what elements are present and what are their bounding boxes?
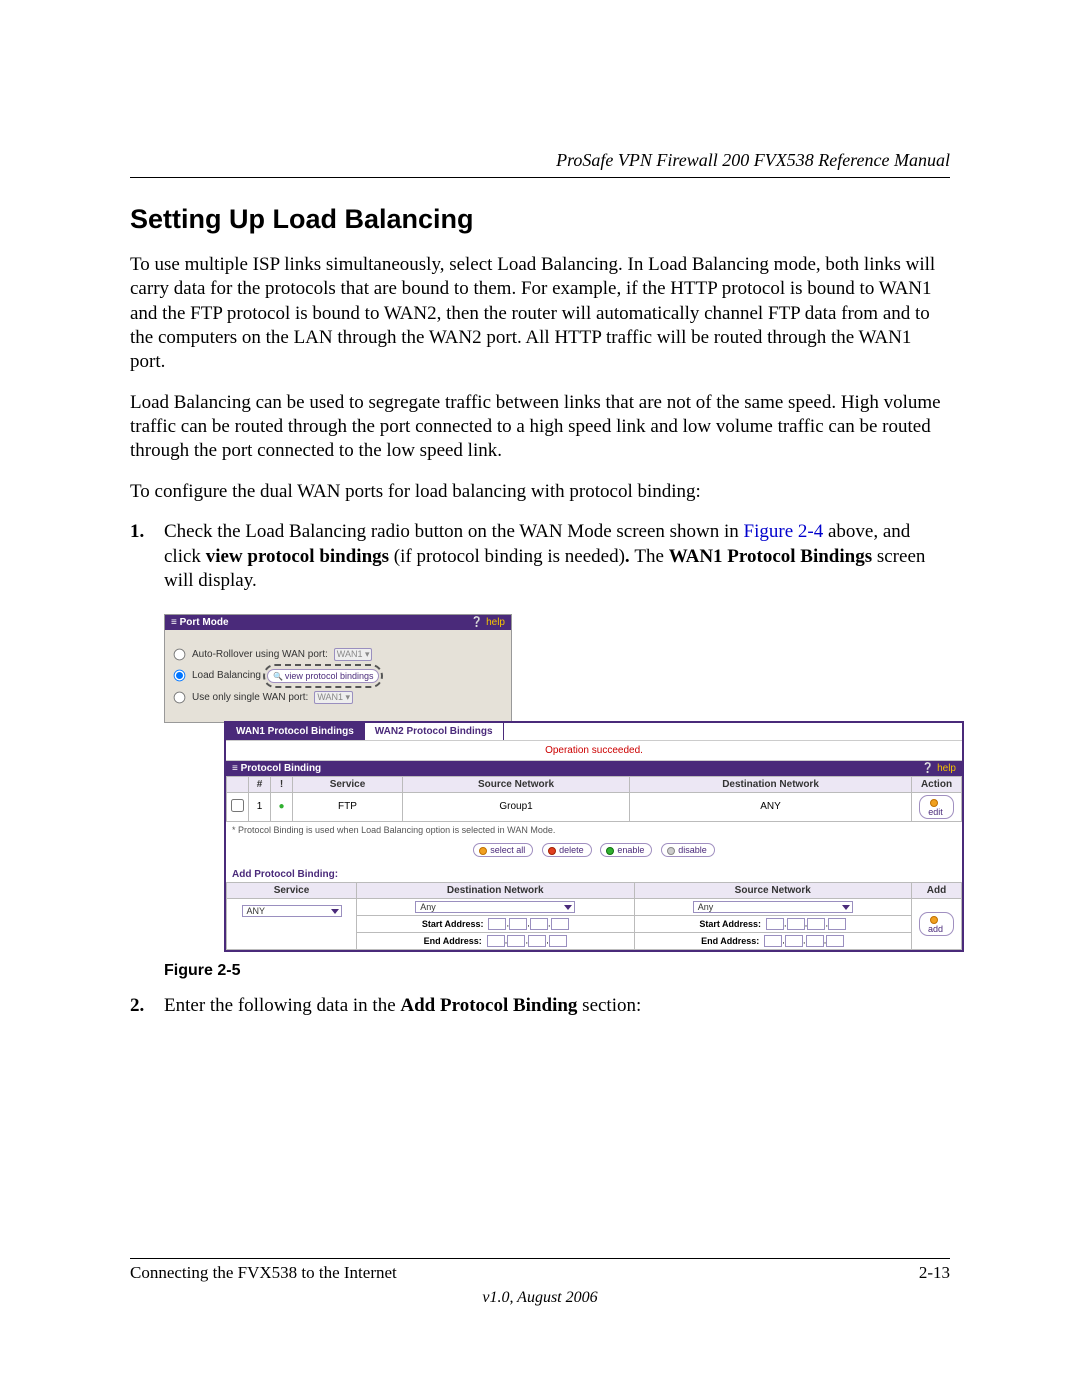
step-2-t1: Enter the following data in the — [164, 995, 400, 1016]
ip-octet[interactable] — [530, 918, 548, 930]
step-2-num: 2. — [130, 994, 144, 1019]
step-1-b3: WAN1 Protocol Bindings — [669, 546, 872, 567]
footer-left: Connecting the FVX538 to the Internet — [130, 1263, 397, 1283]
port-mode-title: ≡ Port Mode — [171, 617, 229, 628]
row-dst: ANY — [630, 792, 912, 821]
col-num: # — [249, 776, 271, 792]
col-service: Service — [293, 776, 403, 792]
binding-note: * Protocol Binding is used when Load Bal… — [226, 822, 962, 838]
ip-octet[interactable] — [807, 918, 825, 930]
enable-button[interactable]: enable — [600, 843, 652, 857]
help-link[interactable]: ❔ help — [471, 617, 505, 628]
step-2-b1: Add Protocol Binding — [400, 995, 577, 1016]
rule-top — [130, 177, 950, 178]
step-1-t3: (if protocol binding is needed) — [389, 546, 625, 567]
src-end-label: End Address: — [701, 936, 761, 946]
tab-wan2-bindings[interactable]: WAN2 Protocol Bindings — [365, 723, 504, 740]
ip-octet[interactable] — [785, 935, 803, 947]
ip-octet[interactable] — [507, 935, 525, 947]
status-message: Operation succeeded. — [226, 740, 962, 761]
col-action: Action — [912, 776, 962, 792]
dst-end-label: End Address: — [424, 936, 484, 946]
help-link-2[interactable]: ❔ help — [922, 763, 956, 774]
wan-select-2[interactable]: WAN1 ▾ — [314, 691, 353, 704]
rule-bottom — [130, 1258, 950, 1259]
view-protocol-bindings-button[interactable]: view protocol bindings — [267, 669, 380, 683]
ip-octet[interactable] — [764, 935, 782, 947]
radio-single-wan[interactable] — [174, 692, 186, 704]
addcol-src: Source Network — [634, 882, 912, 898]
addcol-service: Service — [227, 882, 357, 898]
step-1-t4: The — [634, 546, 668, 567]
wan-select-1[interactable]: WAN1 ▾ — [334, 648, 373, 661]
add-binding-table: Service Destination Network Source Netwo… — [226, 882, 962, 950]
addcol-add: Add — [912, 882, 962, 898]
bindings-table: # ! Service Source Network Destination N… — [226, 776, 962, 822]
figure-xref[interactable]: Figure 2-4 — [744, 521, 824, 542]
step-1: 1. Check the Load Balancing radio button… — [130, 520, 950, 594]
opt-auto-rollover: Auto-Rollover using WAN port: — [192, 649, 328, 660]
step-1-b2: . — [625, 546, 635, 567]
add-button[interactable]: add — [919, 912, 954, 936]
para-1: To use multiple ISP links simultaneously… — [130, 253, 950, 375]
ip-octet[interactable] — [509, 918, 527, 930]
protocol-binding-title: ≡ Protocol Binding — [232, 763, 321, 774]
protocol-bindings-panel: WAN1 Protocol Bindings WAN2 Protocol Bin… — [224, 721, 964, 952]
ip-octet[interactable] — [488, 918, 506, 930]
src-network-select[interactable]: Any — [693, 901, 853, 913]
edit-button[interactable]: edit — [919, 795, 954, 819]
ip-octet[interactable] — [487, 935, 505, 947]
radio-auto-rollover[interactable] — [174, 649, 186, 661]
ip-octet[interactable] — [826, 935, 844, 947]
col-bang: ! — [271, 776, 293, 792]
para-3: To configure the dual WAN ports for load… — [130, 480, 950, 504]
row-checkbox[interactable] — [231, 799, 244, 812]
radio-load-balancing[interactable] — [174, 670, 186, 682]
dst-start-label: Start Address: — [422, 919, 486, 929]
step-1-num: 1. — [130, 520, 144, 545]
row-service: FTP — [293, 792, 403, 821]
ip-octet[interactable] — [551, 918, 569, 930]
col-src: Source Network — [403, 776, 630, 792]
col-dst: Destination Network — [630, 776, 912, 792]
opt-load-balancing: Load Balancing — [192, 670, 261, 681]
add-binding-title: Add Protocol Binding: — [226, 865, 962, 882]
ip-octet[interactable] — [828, 918, 846, 930]
para-2: Load Balancing can be used to segregate … — [130, 391, 950, 464]
col-check — [227, 776, 249, 792]
tab-wan1-bindings[interactable]: WAN1 Protocol Bindings — [226, 723, 365, 740]
ip-octet[interactable] — [549, 935, 567, 947]
row-src: Group1 — [403, 792, 630, 821]
ip-octet[interactable] — [766, 918, 784, 930]
section-title: Setting Up Load Balancing — [130, 204, 950, 235]
page-number: 2-13 — [919, 1263, 950, 1283]
ip-octet[interactable] — [787, 918, 805, 930]
row-idx: 1 — [249, 792, 271, 821]
doc-header: ProSafe VPN Firewall 200 FVX538 Referenc… — [130, 150, 950, 171]
table-row: 1 ● FTP Group1 ANY edit — [227, 792, 962, 821]
footer-version: v1.0, August 2006 — [130, 1289, 950, 1307]
select-all-button[interactable]: select all — [473, 843, 533, 857]
dst-network-select[interactable]: Any — [415, 901, 575, 913]
add-row-1: ANY Any Any add — [227, 898, 962, 915]
row-status-icon: ● — [271, 792, 293, 821]
step-2-t2: section: — [577, 995, 641, 1016]
delete-button[interactable]: delete — [542, 843, 592, 857]
step-2: 2. Enter the following data in the Add P… — [130, 994, 950, 1019]
service-select[interactable]: ANY — [242, 905, 342, 917]
step-1-t1: Check the Load Balancing radio button on… — [164, 521, 744, 542]
disable-button[interactable]: disable — [661, 843, 715, 857]
addcol-dst: Destination Network — [357, 882, 635, 898]
src-start-label: Start Address: — [699, 919, 763, 929]
port-mode-panel: ≡ Port Mode ❔ help Auto-Rollover using W… — [164, 614, 512, 723]
step-1-b1: view protocol bindings — [206, 546, 389, 567]
opt-single-wan: Use only single WAN port: — [192, 692, 308, 703]
figure-2-5: ≡ Port Mode ❔ help Auto-Rollover using W… — [164, 614, 950, 980]
ip-octet[interactable] — [528, 935, 546, 947]
figure-caption: Figure 2-5 — [164, 962, 950, 980]
ip-octet[interactable] — [806, 935, 824, 947]
